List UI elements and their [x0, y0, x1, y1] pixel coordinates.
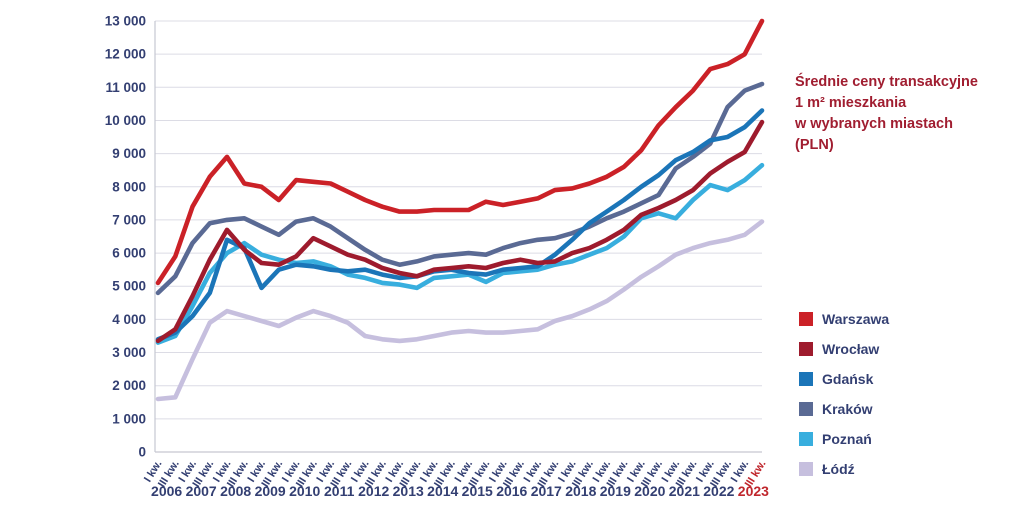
- y-tick-label: 12 000: [105, 47, 146, 62]
- chart-title-line: (PLN): [795, 137, 834, 153]
- chart-title: Średnie ceny transakcyjne 1 m² mieszkani…: [795, 72, 1015, 156]
- y-tick-label: 1 000: [112, 411, 146, 426]
- x-year-label: 2021: [669, 483, 700, 499]
- legend-swatch-łodz: [799, 462, 813, 476]
- y-tick-label: 4 000: [112, 312, 146, 327]
- x-year-label: 2017: [531, 483, 562, 499]
- x-year-label: 2020: [634, 483, 665, 499]
- x-year-label: 2015: [462, 483, 493, 499]
- series-line-gdansk: [155, 108, 765, 342]
- x-year-label: 2012: [358, 483, 389, 499]
- legend-item-krakow: Kraków: [799, 401, 889, 417]
- x-year-label: 2014: [427, 483, 458, 499]
- x-year-label: 2010: [289, 483, 320, 499]
- legend-swatch-wrocław: [799, 342, 813, 356]
- y-tick-label: 11 000: [105, 80, 146, 95]
- x-year-label: 2023: [738, 483, 769, 499]
- y-tick-label: 10 000: [105, 113, 146, 128]
- legend-swatch-warszawa: [799, 312, 813, 326]
- y-tick-label: 3 000: [112, 345, 146, 360]
- legend-label: Wrocław: [822, 341, 880, 357]
- x-year-label: 2006: [151, 483, 182, 499]
- legend-label: Łódź: [822, 461, 855, 477]
- legend-swatch-gdansk: [799, 372, 813, 386]
- series-line-krakow: [155, 81, 765, 296]
- chart-legend: Warszawa Wrocław Gdańsk Kraków Poznań Łódź: [799, 311, 889, 477]
- series-line-warszawa: [155, 18, 765, 286]
- legend-label: Gdańsk: [822, 371, 874, 387]
- y-tick-label: 5 000: [112, 279, 146, 294]
- y-tick-label: 2 000: [112, 378, 146, 393]
- x-year-label: 2009: [255, 483, 286, 499]
- chart-title-line: Średnie ceny transakcyjne: [795, 74, 978, 90]
- legend-swatch-krakow: [799, 402, 813, 416]
- legend-item-warszawa: Warszawa: [799, 311, 889, 327]
- legend-item-wrocław: Wrocław: [799, 341, 889, 357]
- series-line-wrocław: [155, 119, 765, 344]
- legend-item-gdansk: Gdańsk: [799, 371, 889, 387]
- y-tick-label: 8 000: [112, 179, 146, 194]
- series-line-poznan: [155, 162, 765, 345]
- y-tick-label: 0: [138, 445, 146, 460]
- legend-label: Kraków: [822, 401, 873, 417]
- x-year-label: 2018: [565, 483, 596, 499]
- legend-item-poznan: Poznań: [799, 431, 889, 447]
- y-tick-label: 7 000: [112, 212, 146, 227]
- x-year-label: 2022: [703, 483, 734, 499]
- x-year-label: 2013: [393, 483, 424, 499]
- x-year-label: 2019: [600, 483, 631, 499]
- x-year-label: 2008: [220, 483, 251, 499]
- chart-title-line: w wybranych miastach: [795, 116, 953, 132]
- x-year-label: 2011: [324, 483, 355, 499]
- x-year-label: 2007: [186, 483, 217, 499]
- legend-label: Warszawa: [822, 311, 890, 327]
- chart-title-line: 1 m² mieszkania: [795, 95, 907, 111]
- y-tick-label: 9 000: [112, 146, 146, 161]
- y-tick-label: 6 000: [112, 246, 146, 261]
- legend-swatch-poznan: [799, 432, 813, 446]
- legend-item-łodz: Łódź: [799, 461, 889, 477]
- series-line-łodz: [155, 219, 765, 402]
- y-tick-label: 13 000: [105, 14, 146, 29]
- legend-label: Poznań: [822, 431, 872, 447]
- x-year-label: 2016: [496, 483, 527, 499]
